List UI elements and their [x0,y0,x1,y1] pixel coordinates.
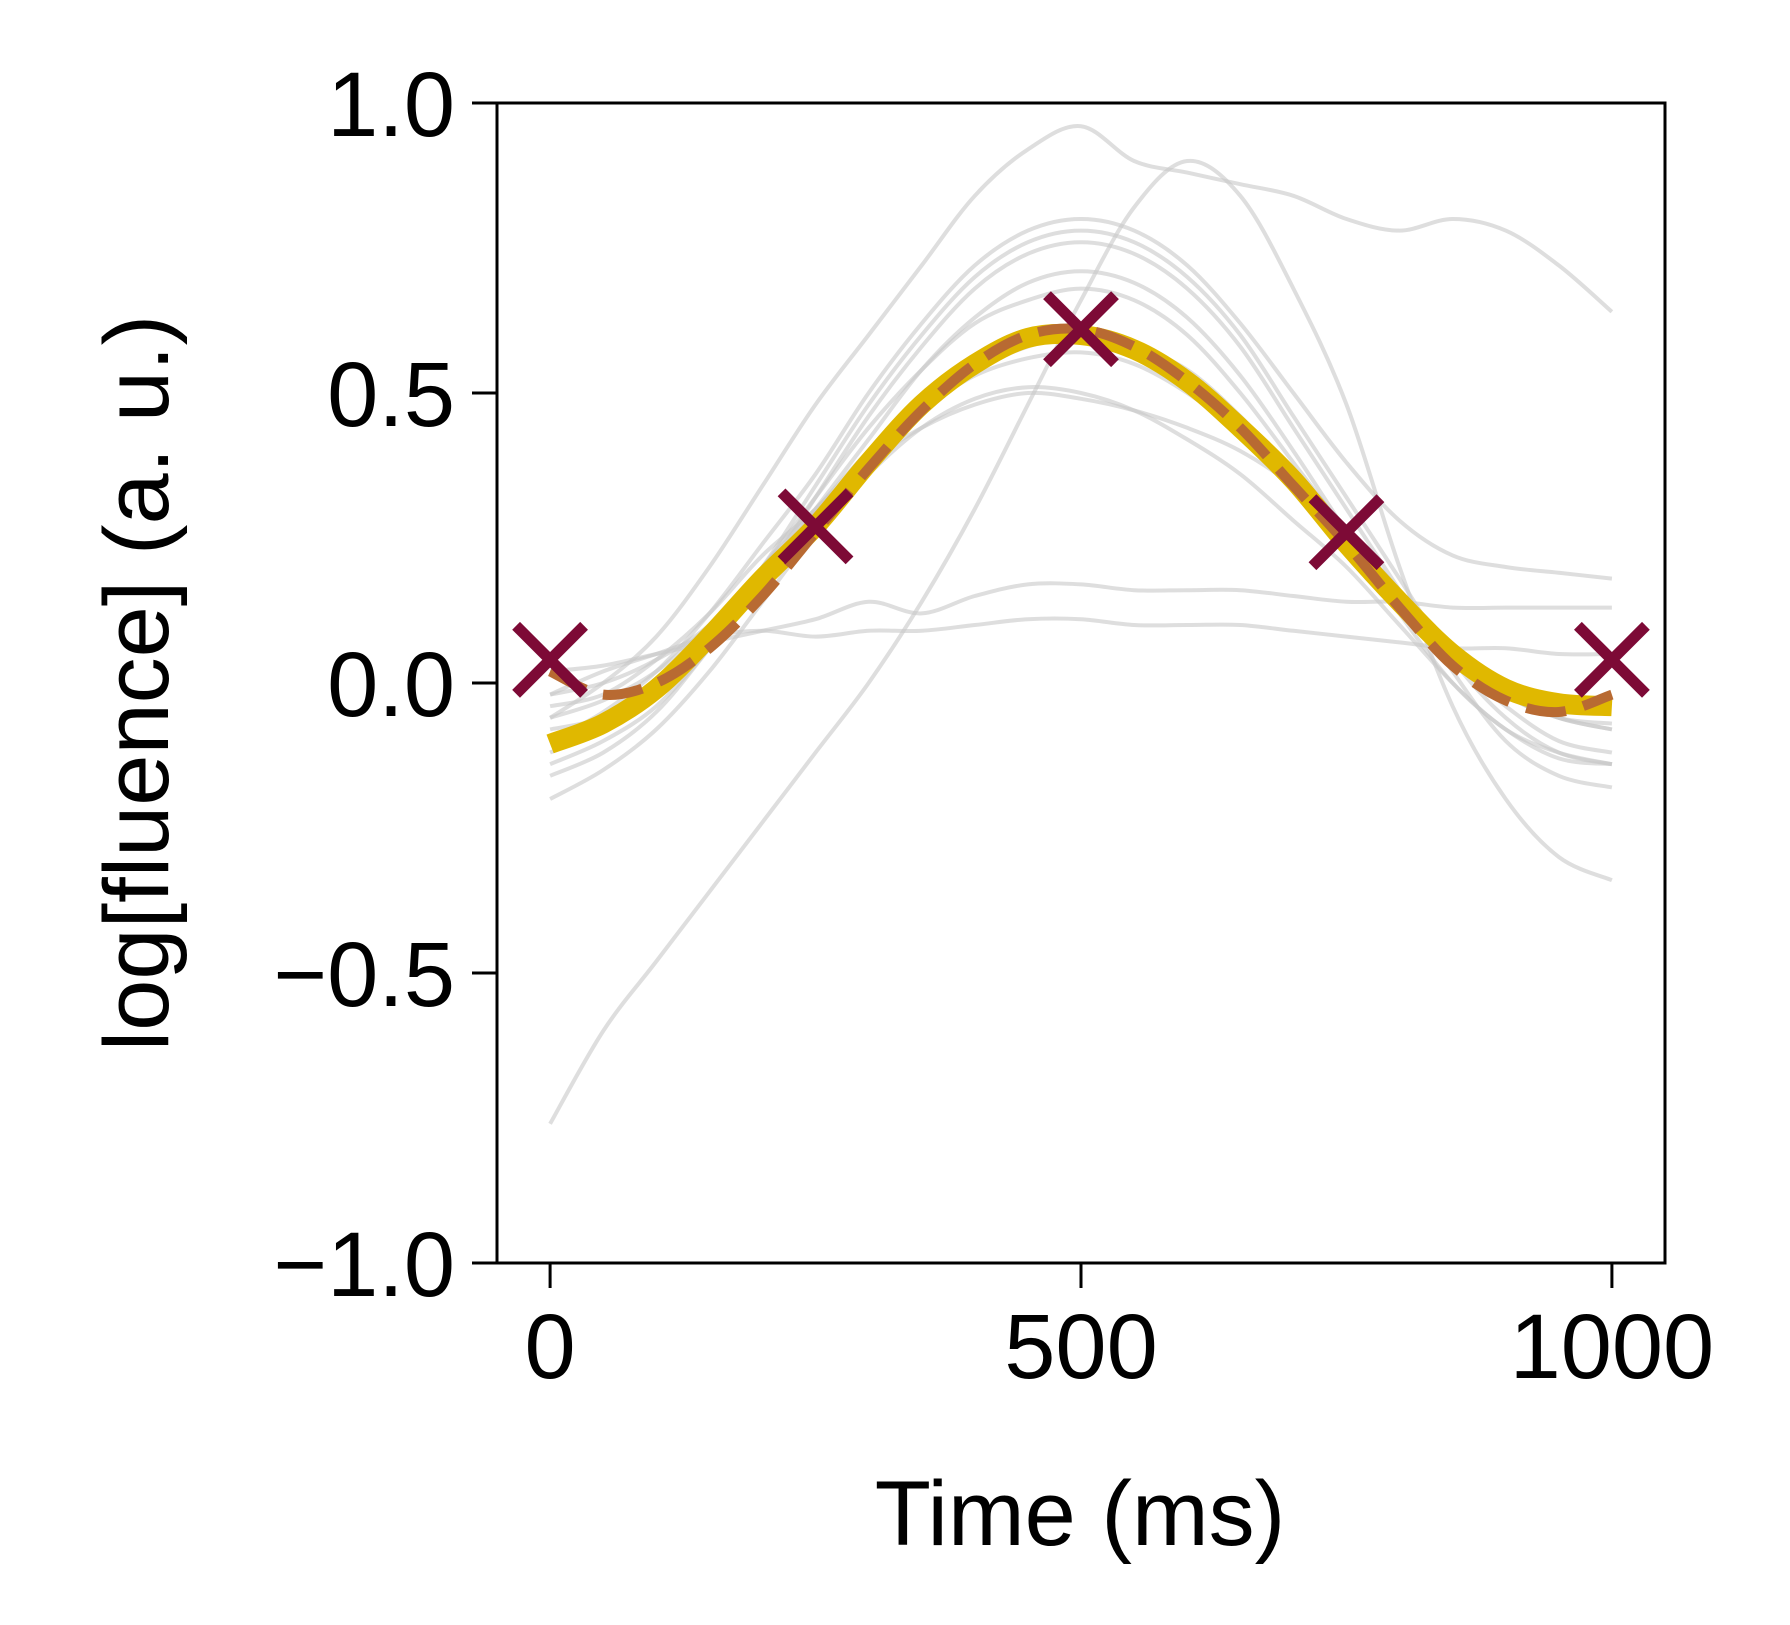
marker-3 [1043,291,1119,368]
marker-1 [512,621,588,698]
marker-stroke [777,488,854,565]
y-tick-label: −1.0 [273,1214,455,1316]
y-tick-label: 0.5 [327,344,455,446]
x-axis: 0 500 1000 [525,1263,1715,1398]
marker-stroke [512,621,588,698]
x-tick-label: 0 [525,1296,576,1398]
marker-stroke [1574,621,1650,698]
y-axis-label: log[fluence] (a. u.) [86,315,188,1051]
background-trace-10 [549,216,1613,743]
markers-layer [512,291,1650,698]
x-axis-label: Time (ms) [875,1463,1286,1565]
dashed-fit-line [547,323,1614,718]
x-tick-label: 500 [1004,1296,1158,1398]
background-trace-8 [549,385,1613,801]
background-trace-6 [549,269,1613,767]
marker-stroke [1308,494,1385,571]
marker-5 [1574,621,1650,698]
x-tick-label: 1000 [1510,1296,1715,1398]
y-tick-label: 0.0 [327,634,455,736]
y-tick-label: −0.5 [273,924,455,1026]
marker-stroke [1043,291,1119,368]
dashed-fit-layer [547,323,1614,718]
marker-2 [777,488,854,565]
marker-4 [1308,494,1385,571]
y-tick-label: 1.0 [327,54,455,156]
background-trace-4 [548,124,1614,720]
y-axis: −1.0 −0.5 0.0 0.5 1.0 [273,54,497,1316]
